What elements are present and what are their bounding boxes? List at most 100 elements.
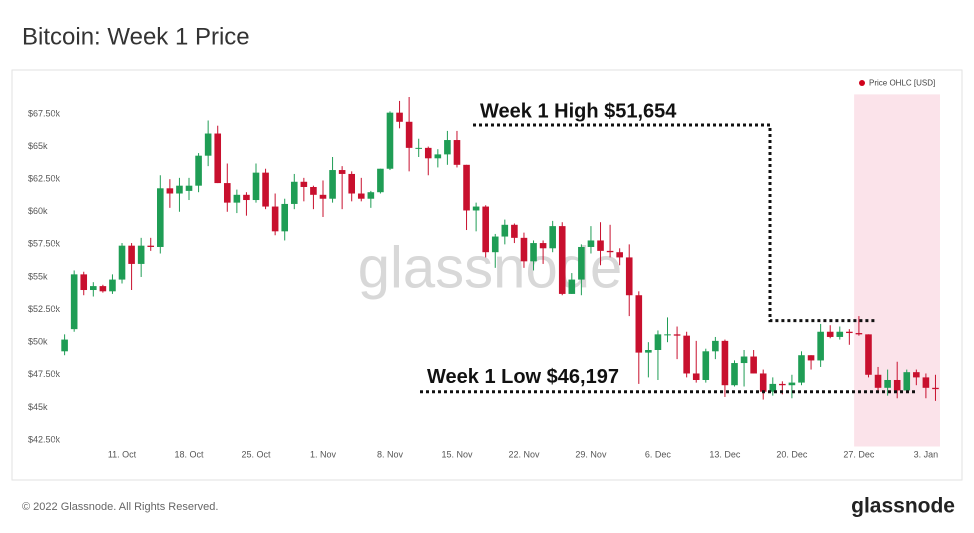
x-tick-label: 6. Dec xyxy=(645,449,672,459)
candle-body xyxy=(99,286,107,292)
candle-body xyxy=(865,334,872,375)
candle-body xyxy=(128,245,135,264)
candle-body xyxy=(683,335,690,374)
candle-body xyxy=(932,387,939,390)
candle-body xyxy=(807,355,815,361)
candle-body xyxy=(673,334,681,336)
candle-body xyxy=(262,172,269,207)
y-tick-label: $57.50k xyxy=(28,239,61,249)
candle-body xyxy=(836,331,844,337)
candle-body xyxy=(587,240,595,247)
y-tick-label: $45k xyxy=(28,402,48,412)
candle-body xyxy=(80,274,88,291)
candle-body xyxy=(300,181,308,187)
candle-body xyxy=(846,331,853,334)
candle-body xyxy=(463,164,470,211)
candle-body xyxy=(61,339,68,352)
candle-body xyxy=(90,286,97,291)
x-tick-label: 8. Nov xyxy=(377,449,404,459)
candle-body xyxy=(482,206,489,253)
x-tick-label: 1. Nov xyxy=(310,449,337,459)
candle-body xyxy=(712,340,719,352)
x-tick-label: 20. Dec xyxy=(776,449,808,459)
x-tick-label: 22. Nov xyxy=(508,449,540,459)
candle-body xyxy=(750,356,757,374)
candle-body xyxy=(329,170,336,199)
candle-body xyxy=(243,194,250,201)
annotation-label: Week 1 Low $46,197 xyxy=(427,366,619,388)
x-tick-label: 13. Dec xyxy=(709,449,741,459)
candle-body xyxy=(884,379,891,388)
candle-body xyxy=(204,133,212,156)
logo: glassnode xyxy=(851,495,955,518)
candle-body xyxy=(759,373,767,392)
candle-body xyxy=(913,372,920,378)
candle-body xyxy=(195,155,202,186)
candle-body xyxy=(654,334,662,350)
candle-body xyxy=(444,140,451,155)
candle-body xyxy=(157,188,164,247)
candle-body xyxy=(310,186,317,195)
candle-body xyxy=(692,373,700,380)
candle-body xyxy=(616,252,623,258)
candle-body xyxy=(348,173,355,194)
candle-body xyxy=(702,351,710,380)
y-tick-label: $50k xyxy=(28,337,48,347)
candle-body xyxy=(185,185,193,191)
candle-body xyxy=(415,147,422,149)
candle-body xyxy=(252,172,260,201)
candle-body xyxy=(434,154,442,159)
candle-body xyxy=(271,206,279,232)
candle-body xyxy=(367,192,375,199)
candle-body xyxy=(520,237,528,262)
candle-body xyxy=(396,112,403,122)
candle-body xyxy=(539,243,547,249)
candle-body xyxy=(501,224,509,237)
candle-body xyxy=(578,246,585,280)
candle-body xyxy=(721,340,729,386)
x-tick-label: 18. Oct xyxy=(175,449,205,459)
candle-body xyxy=(606,250,614,253)
chart-frame xyxy=(11,69,963,481)
candle-body xyxy=(424,147,432,159)
x-tick-label: 25. Oct xyxy=(241,449,271,459)
candle-body xyxy=(874,374,882,388)
candle-body xyxy=(769,383,777,392)
candle-body xyxy=(147,245,155,247)
x-tick-label: 27. Dec xyxy=(843,449,875,459)
candle-body xyxy=(233,194,241,203)
y-tick-label: $60k xyxy=(28,206,48,216)
candle-body xyxy=(798,355,805,383)
candle-body xyxy=(893,379,901,391)
candle-body xyxy=(214,133,222,184)
candle-body xyxy=(319,194,327,199)
candle-body xyxy=(290,181,298,204)
candle-body xyxy=(357,193,365,199)
candle-body xyxy=(740,356,748,364)
candle-body xyxy=(491,236,499,253)
candle-body xyxy=(779,383,786,386)
candle-body xyxy=(597,240,604,251)
candle-body xyxy=(922,377,930,388)
candle-body xyxy=(176,185,183,194)
candle-body xyxy=(281,203,289,232)
candle-body xyxy=(109,279,116,292)
candle-body xyxy=(386,112,394,169)
candle-body xyxy=(453,140,461,165)
candle-body xyxy=(405,121,413,148)
candle-body xyxy=(903,372,911,391)
candle-body xyxy=(568,279,576,294)
candle-body xyxy=(625,257,633,296)
legend-label: Price OHLC [USD] xyxy=(869,79,935,88)
x-tick-label: 29. Nov xyxy=(575,449,607,459)
y-tick-label: $62.50k xyxy=(28,174,61,184)
candle-body xyxy=(223,183,231,203)
candle-body xyxy=(530,243,537,262)
legend-marker xyxy=(859,80,865,86)
candle-body xyxy=(137,245,145,264)
annotation-label: Week 1 High $51,654 xyxy=(480,100,677,122)
y-tick-label: $42.50k xyxy=(28,434,61,444)
candle-body xyxy=(855,333,863,335)
footer: © 2022 Glassnode. All Rights Reserved. xyxy=(22,501,218,513)
page-title: Bitcoin: Week 1 Price xyxy=(22,23,250,50)
